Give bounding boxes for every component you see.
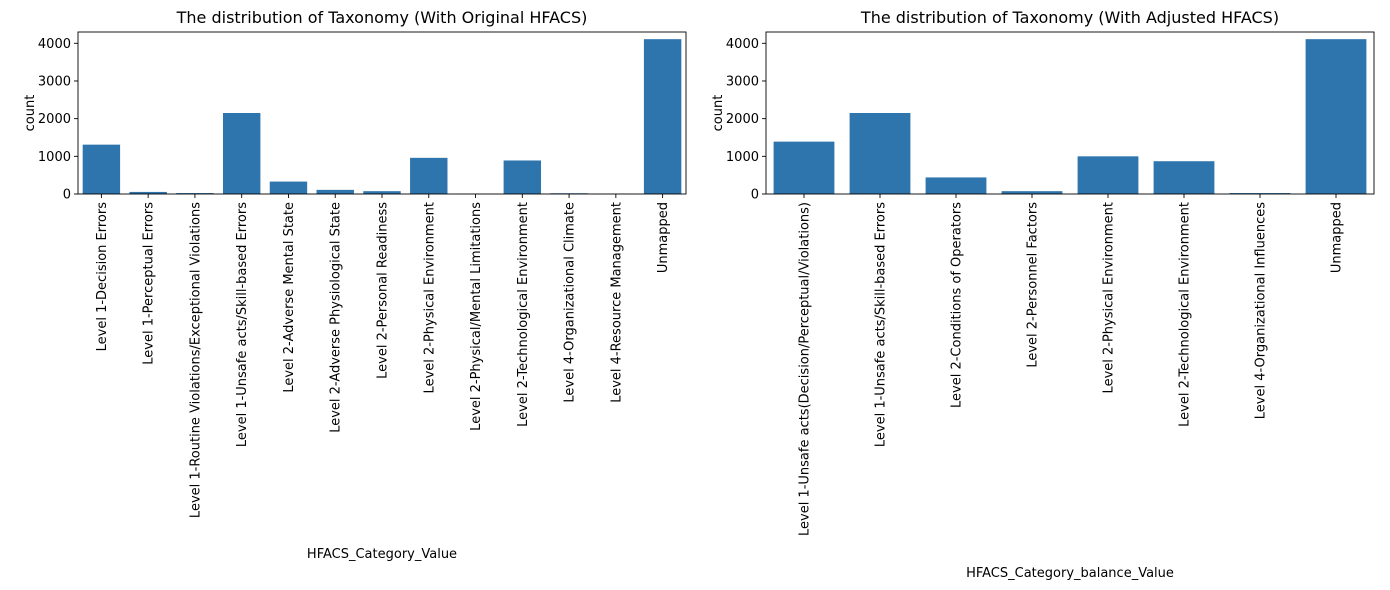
axes-frame: [765, 31, 1375, 195]
x-tick-label: Level 2-Personal Readiness: [376, 202, 391, 379]
bar: [773, 141, 835, 194]
x-tick-label: Level 2-Physical Environment: [422, 202, 437, 393]
bar: [643, 39, 682, 194]
bar: [1229, 193, 1291, 194]
x-tick-label: Level 1-Decision Errors: [95, 202, 110, 352]
x-tick-label: Level 2-Conditions of Operators: [950, 202, 965, 408]
bar: [849, 113, 911, 194]
x-tick-label: Level 2-Personnel Factors: [1026, 202, 1041, 368]
x-tick-label: Unmapped: [1330, 202, 1345, 273]
bar: [1077, 156, 1139, 194]
bar: [1305, 39, 1367, 194]
y-tick-label: 4000: [726, 37, 759, 52]
bar: [503, 160, 542, 194]
y-tick-label: 0: [751, 188, 759, 203]
x-tick-label: Level 2-Adverse Mental State: [282, 202, 297, 393]
bar: [1153, 161, 1215, 194]
y-tick-label: 4000: [38, 37, 71, 52]
bar: [1001, 191, 1063, 194]
y-tick-label: 3000: [726, 74, 759, 89]
bar: [316, 189, 354, 194]
x-tick-label: Level 4-Organizational Influences: [1254, 202, 1269, 419]
x-tick-label: Level 2-Physical/Mental Limitations: [469, 202, 484, 431]
bar: [925, 177, 987, 194]
x-tick-label: Level 2-Adverse Physiological State: [329, 202, 344, 433]
bar: [82, 144, 121, 194]
y-tick-label: 1000: [38, 150, 71, 165]
chart-title: The distribution of Taxonomy (With Origi…: [176, 8, 588, 27]
x-tick-label: Level 1-Unsafe acts(Decision/Perceptual/…: [798, 202, 813, 536]
x-tick-label: Level 1-Perceptual Errors: [142, 202, 157, 365]
y-tick-label: 0: [63, 188, 71, 203]
x-tick-label: Level 2-Technological Environment: [1178, 202, 1193, 427]
x-tick-label: Unmapped: [656, 202, 671, 273]
chart-panel-1: 0 1000 2000 3000 4000 Level 1-Decision Errors…: [23, 8, 687, 562]
chart-panel-2: 0 1000 2000 3000 4000 Level 1-Unsafe acts(Dec…: [711, 8, 1375, 581]
bar: [269, 181, 308, 194]
bar: [176, 193, 214, 194]
y-tick-label: 2000: [38, 112, 71, 127]
axes-frame: [77, 31, 687, 195]
y-axis-label: count: [711, 95, 726, 132]
x-tick-label: Level 2-Physical Environment: [1102, 202, 1117, 393]
x-axis-label: HFACS_Category_Value: [307, 547, 457, 562]
x-tick-label: Level 4-Organizational Climate: [563, 202, 578, 403]
bar: [129, 191, 167, 194]
y-tick-label: 3000: [38, 74, 71, 89]
x-tick-label: Level 4-Resource Management: [609, 202, 624, 403]
bar: [363, 191, 401, 194]
y-tick-label: 1000: [726, 150, 759, 165]
bar: [410, 157, 448, 194]
x-tick-label: Level 1-Routine Violations/Exceptional V…: [188, 202, 203, 518]
bar: [222, 113, 261, 194]
y-axis-label: count: [23, 95, 38, 132]
y-tick-label: 2000: [726, 112, 759, 127]
x-tick-label: Level 1-Unsafe acts/Skill-based Errors: [235, 202, 250, 447]
chart-title: The distribution of Taxonomy (With Adjus…: [860, 8, 1279, 27]
x-tick-label: Level 1-Unsafe acts/Skill-based Errors: [874, 202, 889, 447]
x-tick-label: Level 2-Technological Environment: [516, 202, 531, 427]
x-axis-label: HFACS_Category_balance_Value: [966, 566, 1174, 581]
